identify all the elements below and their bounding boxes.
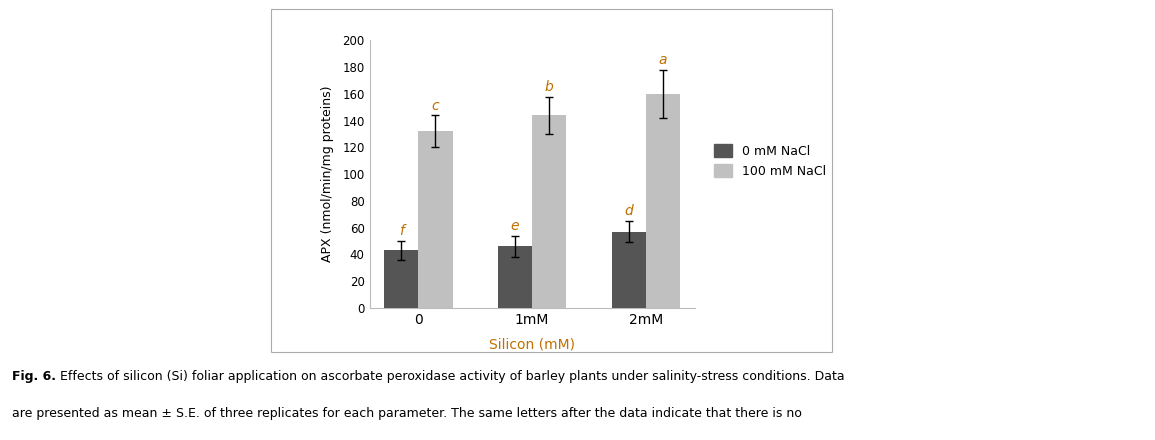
Text: e: e bbox=[511, 219, 520, 233]
Text: b: b bbox=[545, 80, 553, 94]
Text: a: a bbox=[658, 53, 666, 67]
X-axis label: Silicon (mM): Silicon (mM) bbox=[489, 338, 575, 352]
Legend: 0 mM NaCl, 100 mM NaCl: 0 mM NaCl, 100 mM NaCl bbox=[714, 144, 827, 177]
Y-axis label: APX (nmol/min/mg proteins): APX (nmol/min/mg proteins) bbox=[321, 86, 334, 262]
Text: Effects of silicon (Si) foliar application on ascorbate peroxidase activity of b: Effects of silicon (Si) foliar applicati… bbox=[55, 370, 844, 383]
Bar bbox=[532, 115, 566, 308]
Bar bbox=[611, 232, 646, 308]
Text: c: c bbox=[432, 99, 439, 113]
Text: d: d bbox=[624, 204, 633, 218]
Text: f: f bbox=[398, 224, 404, 238]
Bar bbox=[385, 250, 418, 308]
Bar bbox=[498, 246, 532, 308]
Text: are presented as mean ± S.E. of three replicates for each parameter. The same le: are presented as mean ± S.E. of three re… bbox=[12, 407, 802, 420]
Bar bbox=[646, 94, 680, 308]
Bar bbox=[418, 131, 453, 308]
Text: Fig. 6.: Fig. 6. bbox=[12, 370, 55, 383]
